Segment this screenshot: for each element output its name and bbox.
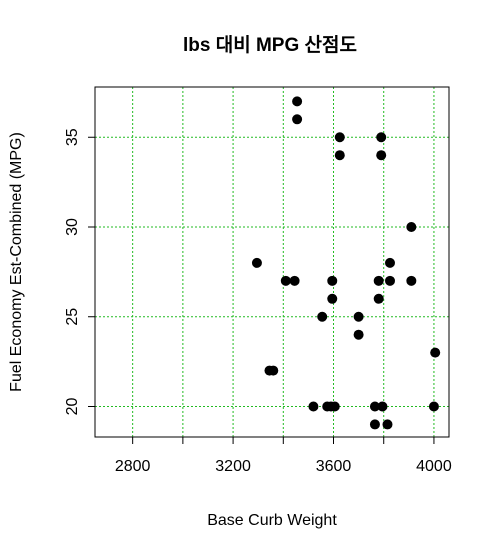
y-tick-label: 30 [64,218,81,236]
grid-lines [95,87,449,437]
data-point [373,275,384,286]
x-axis-label: Base Curb Weight [207,512,337,529]
data-point [377,401,388,412]
data-point [369,401,380,412]
data-point [317,311,328,322]
data-point [353,329,364,340]
data-point [334,132,345,143]
chart-title: lbs 대비 MPG 산점도 [183,34,357,56]
data-point [382,419,393,430]
data-point [292,96,303,107]
data-point [280,275,291,286]
data-point [353,311,364,322]
data-point [406,222,417,232]
x-tick-label: 2800 [115,458,151,475]
y-tick-label: 20 [64,397,81,415]
data-point [430,347,441,358]
data-point [327,293,338,304]
y-tick-label: 25 [64,308,81,326]
data-point [292,114,303,125]
x-tick-label: 3200 [215,458,251,475]
y-tick-label: 35 [64,128,81,146]
data-point [376,132,387,143]
data-point [327,275,338,286]
data-point [289,275,300,286]
data-points [251,96,441,430]
y-axis-label: Fuel Economy Est-Combined (MPG) [8,132,25,392]
data-point [251,257,262,268]
data-point [406,275,417,286]
data-point [385,275,395,286]
data-point [385,257,395,268]
y-axis: 20 25 30 35 [64,128,95,415]
data-point [334,150,345,161]
data-point [369,419,380,430]
plot-frame [94,86,450,438]
data-point [329,401,340,412]
x-axis: 2800 3200 3600 4000 [115,437,452,475]
data-point [308,401,319,412]
data-point [428,401,439,412]
x-tick-label: 3600 [316,458,352,475]
data-point [268,365,279,376]
x-tick-label: 4000 [416,458,452,475]
data-point [376,150,387,161]
data-point [373,293,384,304]
